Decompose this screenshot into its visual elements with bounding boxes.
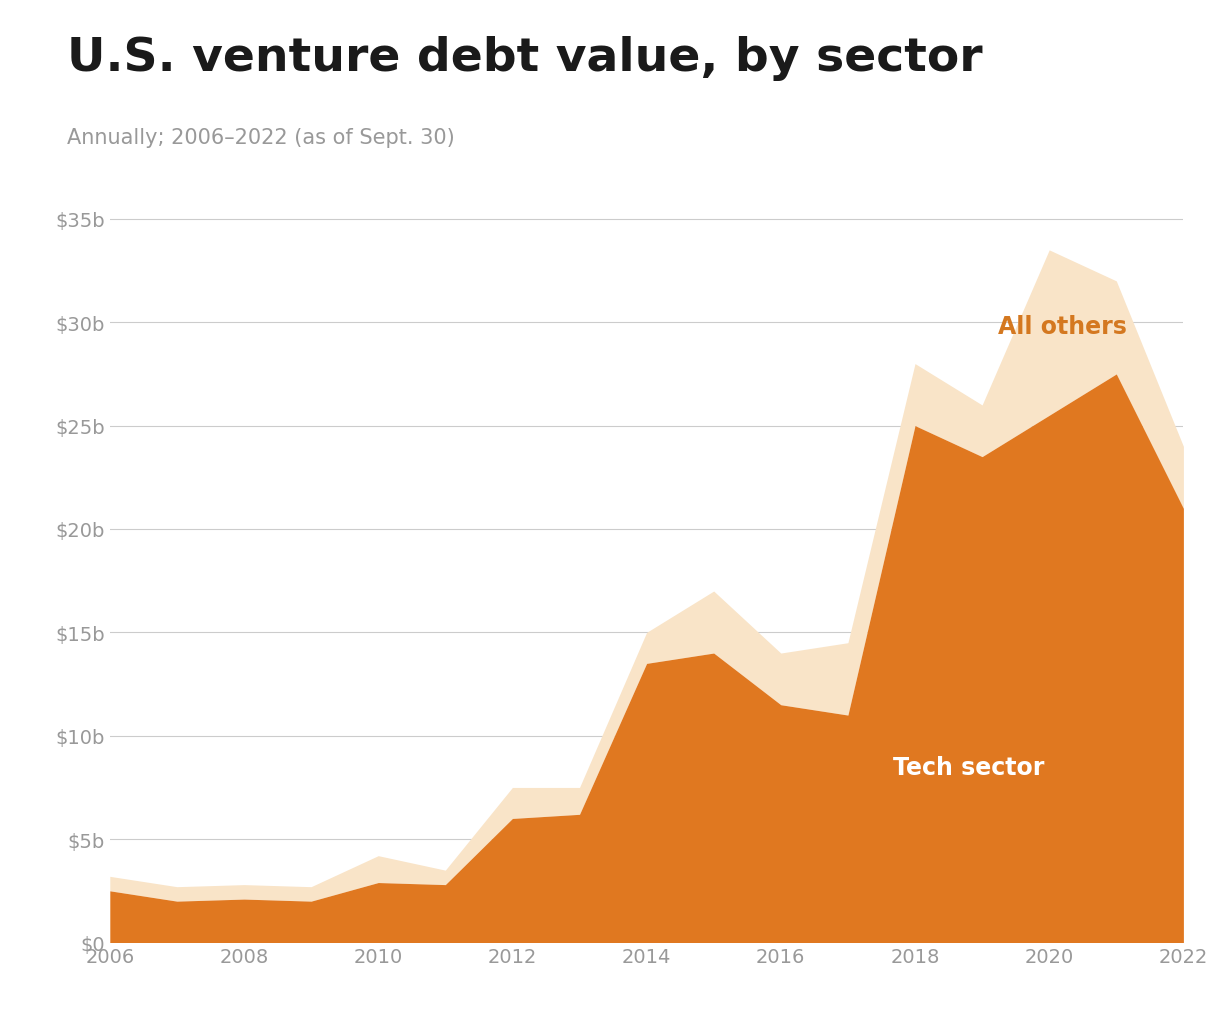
Text: All others: All others	[998, 315, 1127, 339]
Text: U.S. venture debt value, by sector: U.S. venture debt value, by sector	[67, 36, 983, 81]
Text: Annually; 2006–2022 (as of Sept. 30): Annually; 2006–2022 (as of Sept. 30)	[67, 127, 455, 148]
Text: Tech sector: Tech sector	[893, 755, 1044, 779]
